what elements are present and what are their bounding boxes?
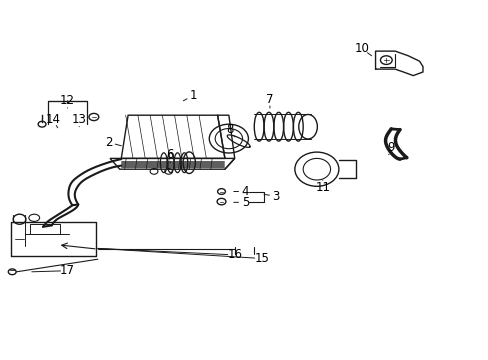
Text: 16: 16: [227, 248, 242, 261]
Text: 17: 17: [60, 264, 75, 277]
Text: 6: 6: [166, 148, 174, 161]
Text: 12: 12: [60, 94, 75, 107]
Text: 15: 15: [254, 252, 268, 265]
Text: 9: 9: [386, 141, 394, 154]
Text: 7: 7: [265, 93, 273, 105]
Text: 14: 14: [45, 113, 60, 126]
Text: 3: 3: [272, 190, 280, 203]
Text: 2: 2: [104, 136, 112, 149]
Text: 1: 1: [189, 89, 197, 102]
Text: 11: 11: [315, 181, 329, 194]
Text: 13: 13: [72, 113, 86, 126]
Text: 8: 8: [225, 123, 233, 136]
Text: 10: 10: [354, 42, 368, 55]
Text: 4: 4: [241, 185, 249, 198]
Text: 5: 5: [241, 196, 249, 209]
